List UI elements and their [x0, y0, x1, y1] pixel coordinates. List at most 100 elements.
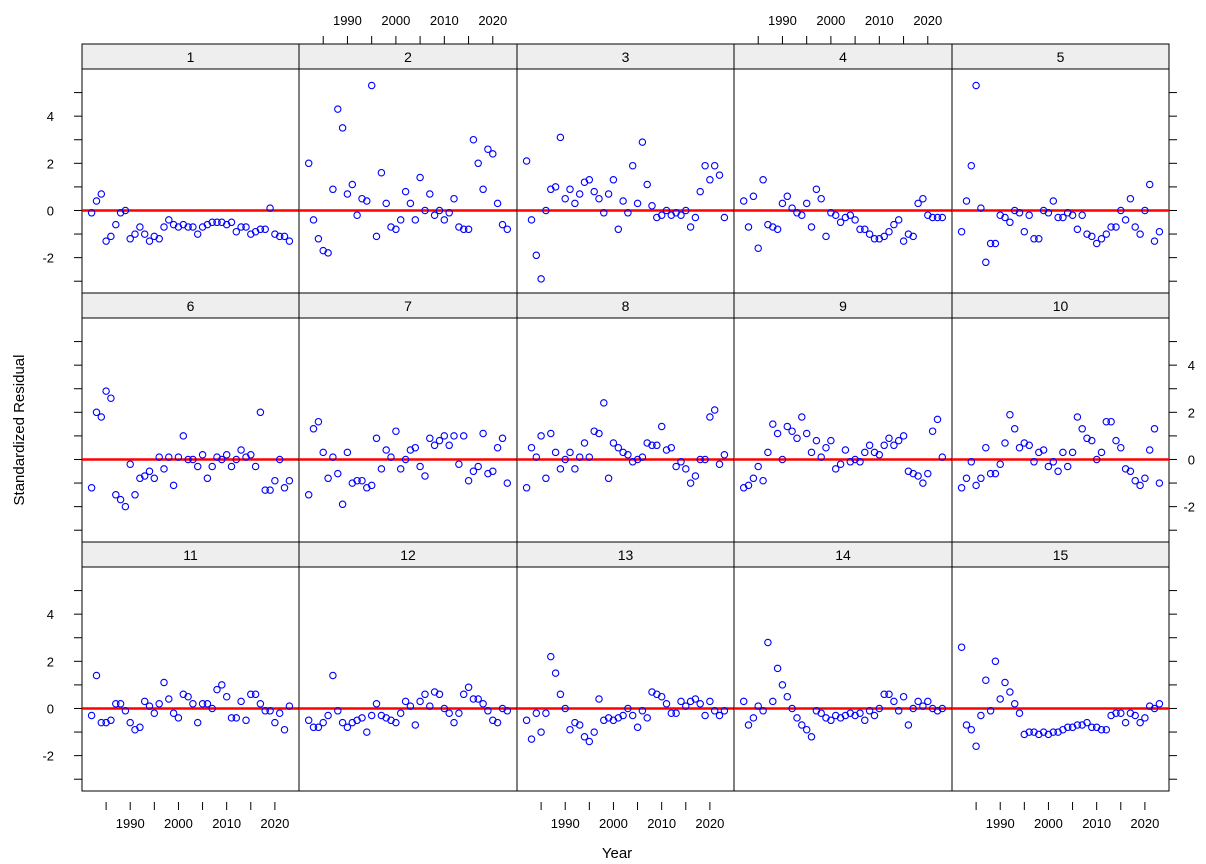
data-point	[648, 202, 656, 210]
data-point	[169, 481, 178, 490]
data-point	[237, 697, 245, 706]
data-point	[1145, 446, 1154, 454]
strip-label: 9	[839, 298, 847, 314]
data-point	[324, 711, 332, 720]
data-point	[440, 216, 449, 224]
data-point	[1136, 230, 1144, 238]
data-point	[817, 453, 825, 461]
data-point	[739, 197, 748, 205]
data-point	[367, 481, 376, 490]
data-point	[498, 434, 507, 443]
data-point	[532, 251, 541, 260]
data-point	[1049, 458, 1058, 466]
data-point	[672, 709, 680, 717]
data-point	[503, 707, 512, 715]
data-point	[459, 432, 468, 440]
data-point	[261, 707, 269, 715]
data-point	[851, 216, 859, 224]
data-point	[856, 709, 864, 717]
data-point	[919, 194, 927, 203]
data-point	[179, 432, 188, 440]
data-point	[720, 451, 729, 459]
data-point	[256, 700, 265, 708]
data-point	[247, 690, 255, 699]
data-point	[107, 716, 115, 725]
data-point	[977, 204, 985, 212]
data-point	[972, 481, 980, 490]
data-point	[604, 474, 613, 483]
data-point	[97, 413, 106, 421]
data-point	[97, 190, 106, 198]
data-point	[653, 441, 661, 450]
data-point	[590, 728, 598, 736]
data-point	[875, 704, 884, 713]
data-point	[184, 455, 192, 464]
data-point	[899, 432, 908, 440]
data-point	[145, 237, 154, 245]
data-point	[367, 711, 376, 720]
panel-frame	[733, 317, 953, 543]
data-point	[198, 451, 207, 459]
x-tick-label: 2000	[381, 13, 410, 28]
data-point	[919, 479, 927, 487]
data-point	[184, 692, 192, 701]
data-point	[672, 462, 680, 471]
data-point	[575, 190, 584, 198]
data-point	[484, 145, 492, 153]
x-tick-label: 2010	[212, 816, 241, 831]
data-point	[933, 415, 942, 424]
data-point	[493, 718, 502, 727]
data-point	[885, 690, 893, 699]
data-point	[222, 692, 231, 701]
y-tick-label: 0	[1188, 452, 1195, 467]
data-point	[445, 209, 453, 217]
data-point	[155, 235, 163, 243]
data-point	[566, 185, 574, 194]
data-point	[807, 733, 816, 741]
data-point	[150, 709, 159, 717]
data-point	[812, 185, 821, 194]
data-point	[542, 474, 550, 483]
data-point	[595, 194, 603, 203]
data-point	[1150, 425, 1159, 433]
data-point	[140, 230, 149, 238]
data-point	[145, 702, 154, 710]
data-point	[343, 723, 352, 732]
panel-9: 9	[733, 292, 953, 543]
data-point	[865, 707, 874, 715]
data-point	[1088, 436, 1096, 445]
data-point	[798, 721, 806, 729]
strip-14	[733, 541, 953, 568]
data-point	[208, 218, 216, 227]
strip-5	[951, 43, 1170, 70]
data-point	[773, 225, 782, 234]
data-point	[720, 213, 729, 222]
data-point	[426, 190, 434, 198]
data-point	[266, 486, 274, 494]
data-point	[982, 258, 990, 267]
y-tick-label: 0	[47, 701, 54, 716]
data-point	[657, 422, 666, 431]
data-point	[802, 429, 811, 438]
data-point	[861, 716, 869, 725]
data-point	[609, 439, 618, 447]
panel-6: 6	[81, 292, 300, 543]
data-point	[701, 455, 709, 464]
panel-frame	[81, 68, 300, 294]
data-point	[1136, 718, 1144, 727]
data-point	[455, 460, 463, 468]
data-point	[479, 700, 487, 708]
data-point	[575, 721, 584, 729]
data-point	[242, 716, 250, 725]
strip-label: 5	[1057, 49, 1065, 65]
data-point	[1126, 194, 1135, 203]
strip-label: 3	[622, 49, 630, 65]
data-point	[1015, 443, 1024, 452]
data-point	[92, 408, 101, 417]
panel-frame	[516, 566, 735, 792]
data-point	[657, 211, 666, 219]
x-tick-label: 2000	[164, 816, 193, 831]
y-tick-label: -2	[1183, 500, 1195, 515]
panel-13: 13	[516, 541, 735, 792]
